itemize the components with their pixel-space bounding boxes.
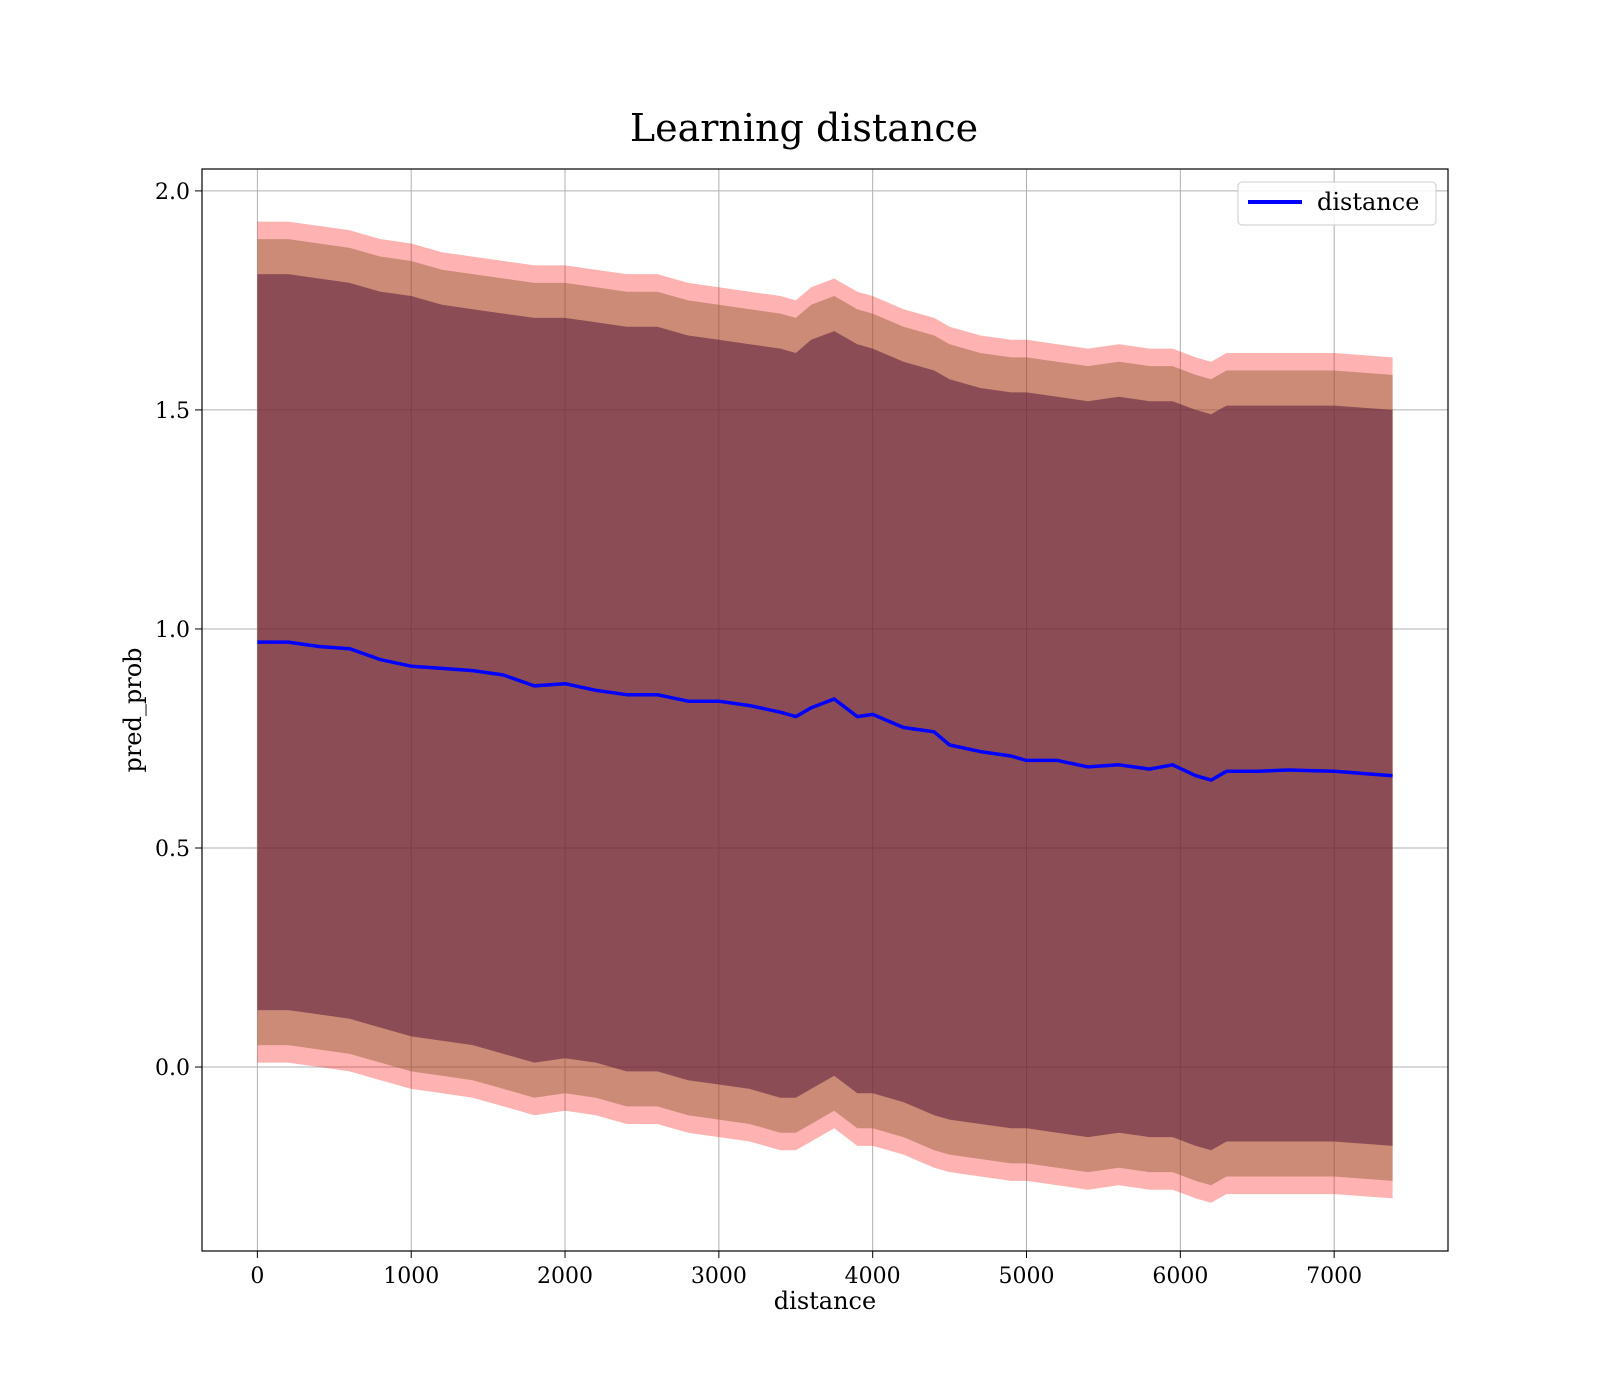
legend-label-distance: distance (1317, 188, 1419, 216)
confidence-bands (257, 221, 1393, 1203)
series-lines (257, 640, 1393, 782)
x-tick-label: 3000 (691, 1264, 747, 1289)
y-tick-label: 0.0 (155, 1056, 190, 1081)
legend-box (1237, 181, 1437, 226)
x-tick-label: 4000 (845, 1264, 901, 1289)
y-axis-label: pred_prob (119, 647, 147, 772)
band-inner (257, 274, 1393, 1151)
x-tick-label: 1000 (383, 1264, 439, 1289)
chart-title: Learning distance (630, 106, 978, 150)
plot-frame (201, 168, 1449, 1252)
x-tick-label: 7000 (1306, 1264, 1362, 1289)
x-tick-label: 5000 (999, 1264, 1055, 1289)
legend: distance (1237, 181, 1437, 226)
y-tick-label: 0.5 (155, 837, 190, 862)
x-axis: 0 1000 2000 3000 4000 5000 6000 7000 (250, 1251, 1362, 1289)
y-tick-label: 1.0 (155, 618, 190, 643)
x-tick-label: 6000 (1152, 1264, 1208, 1289)
x-tick-label: 2000 (537, 1264, 593, 1289)
x-tick-label: 0 (250, 1264, 264, 1289)
y-tick-label: 2.0 (155, 180, 190, 205)
series-line-distance (257, 640, 1393, 782)
y-tick-label: 1.5 (155, 399, 190, 424)
y-axis: 0.0 0.5 1.0 1.5 2.0 (155, 180, 202, 1081)
x-axis-label: distance (774, 1287, 876, 1315)
